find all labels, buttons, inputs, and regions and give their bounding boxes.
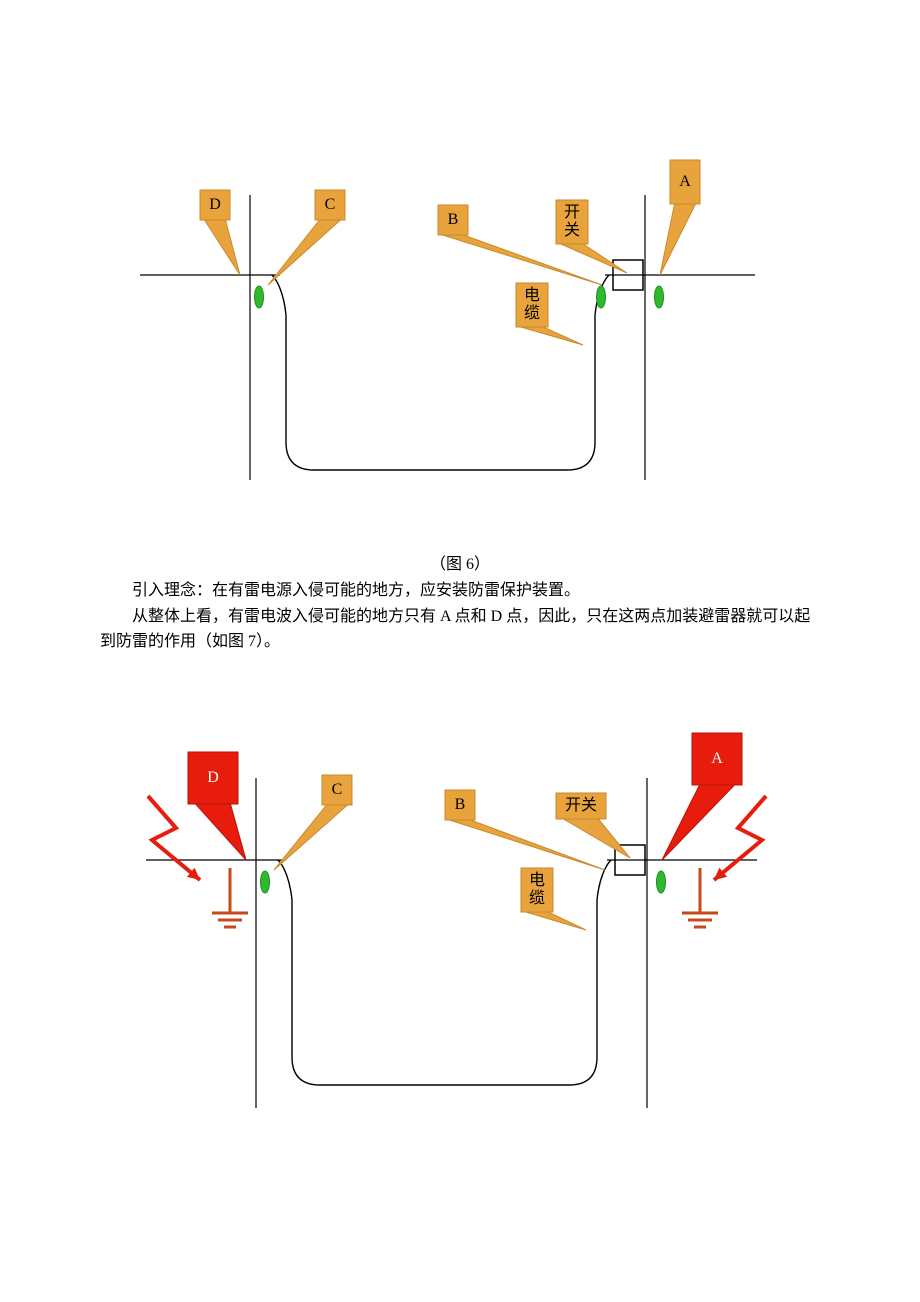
label-fig7-switch: 开关 — [556, 793, 606, 819]
label-fig7-D: D — [188, 752, 238, 804]
label-fig6-D: D — [200, 190, 230, 220]
label-fig6-A: A — [670, 160, 700, 204]
labels-layer: ABCD开 关电 缆ABCD开关电 缆 — [0, 0, 920, 1302]
document-page: ABCD开 关电 缆ABCD开关电 缆 （图 6） 引入理念：在有雷电源入侵可能… — [0, 0, 920, 1215]
label-fig6-cable: 电 缆 — [516, 283, 548, 327]
label-fig7-B: B — [445, 790, 475, 820]
label-fig6-B: B — [438, 205, 468, 235]
label-fig6-switch: 开 关 — [556, 200, 588, 244]
label-fig7-A: A — [692, 733, 742, 785]
label-fig7-C: C — [322, 775, 352, 805]
label-fig6-C: C — [315, 190, 345, 220]
label-fig7-cable: 电 缆 — [521, 868, 553, 912]
